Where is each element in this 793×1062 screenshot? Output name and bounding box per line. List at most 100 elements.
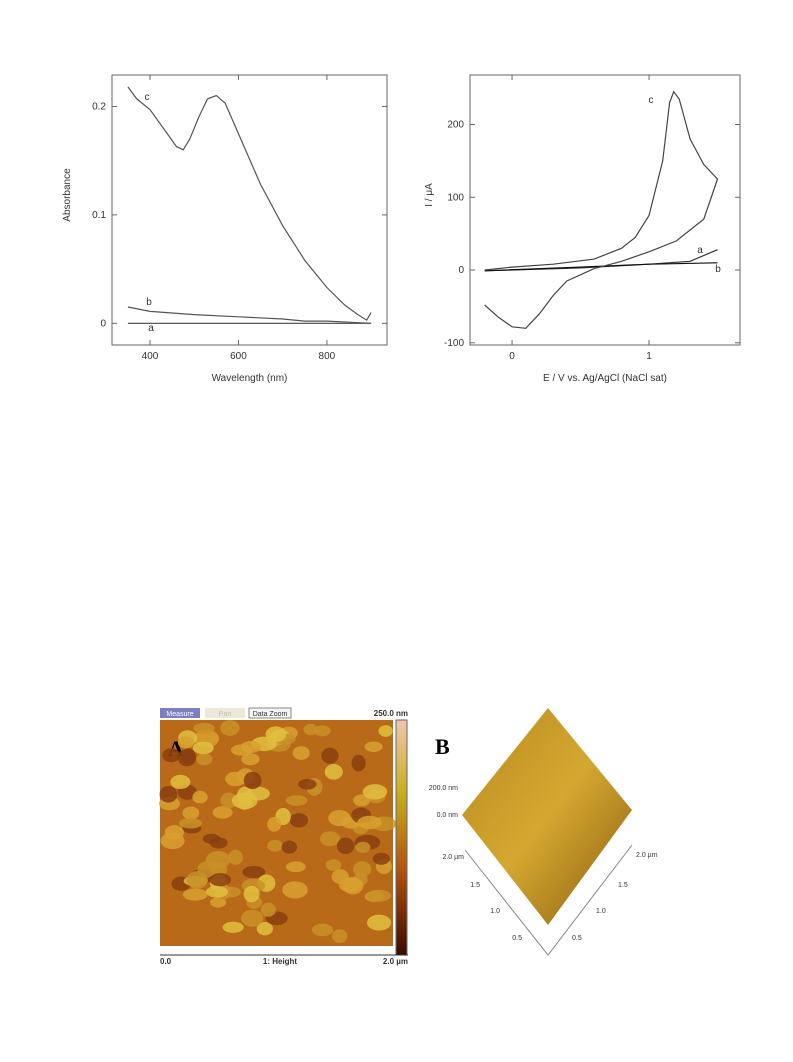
axis-label: 2.0 µm <box>636 852 658 859</box>
afm-grain <box>364 741 383 753</box>
afm-panel-a: Measure Pan Data Zoom 250.0 nm A 0.0 1: … <box>159 707 408 966</box>
x-tick-label: 1 <box>646 351 652 362</box>
afm-surface <box>462 708 632 925</box>
afm-grain <box>355 841 371 854</box>
afm-grain <box>292 746 310 760</box>
data-line <box>484 249 718 272</box>
afm-grain <box>267 839 283 852</box>
y-axis-label: I / μA <box>424 183 435 207</box>
afm-grain <box>246 786 270 801</box>
afm-grain <box>331 929 348 944</box>
toolbar-button[interactable] <box>248 707 292 719</box>
afm-grain <box>260 902 277 917</box>
data-line <box>127 86 372 321</box>
afm-grain <box>282 881 308 899</box>
scale-label: 250.0 nm <box>374 709 408 718</box>
axis-label: 2.0 µm <box>442 854 464 861</box>
data-line <box>484 90 719 329</box>
afm-grain <box>313 725 331 737</box>
plot-frame <box>469 74 741 346</box>
axis-label: 1.5 <box>618 882 628 889</box>
afm-grain <box>298 778 317 790</box>
afm-grain <box>325 859 342 871</box>
y-tick-label: 0 <box>100 318 106 329</box>
afm-grain <box>336 837 355 855</box>
afm-grain <box>164 825 184 840</box>
afm-grain <box>202 833 221 844</box>
y-tick-label: 100 <box>447 192 464 203</box>
afm-grain <box>182 806 200 820</box>
toolbar-button[interactable] <box>205 708 245 718</box>
afm-grain <box>177 736 195 749</box>
afm-grain <box>205 886 229 898</box>
afm-grain <box>285 795 308 806</box>
afm-grain <box>311 923 334 937</box>
afm-grain <box>362 784 388 800</box>
afm-grain <box>243 771 262 790</box>
toolbar-button[interactable] <box>160 708 200 718</box>
series-label: b <box>146 297 152 308</box>
afm-grain <box>321 747 339 764</box>
afm-grain <box>378 725 393 737</box>
x-axis-label: Wavelength (nm) <box>212 373 288 384</box>
panel-label: B <box>435 734 450 759</box>
y-tick-label: 0.1 <box>92 210 106 221</box>
afm-grain <box>328 809 351 827</box>
afm-grain <box>366 914 392 931</box>
afm-grain <box>222 921 244 933</box>
axis-label: 1.0 <box>490 908 500 915</box>
afm-grain <box>353 861 372 878</box>
afm-grain <box>220 792 238 809</box>
channel-label: 1: Height <box>263 957 298 966</box>
afm-grain <box>372 852 390 865</box>
afm-grain <box>182 888 208 901</box>
afm-grain <box>303 723 318 736</box>
afm-grain <box>197 861 216 878</box>
axis-label: 1.0 <box>596 908 606 915</box>
afm-grain <box>241 909 264 927</box>
afm-grain <box>228 849 243 865</box>
y-tick-label: 0 <box>458 265 464 276</box>
afm-grain <box>210 897 227 908</box>
afm-grain <box>196 753 213 766</box>
data-line <box>484 262 718 272</box>
z-label: 200.0 nm <box>429 785 458 792</box>
afm-grain <box>351 754 366 772</box>
afm-grain <box>230 744 254 756</box>
toolbar-label: Data Zoom <box>253 711 288 718</box>
afm-grain <box>243 885 260 903</box>
afm-grain <box>357 815 382 830</box>
afm-grain <box>256 922 273 936</box>
afm-grain <box>209 873 232 887</box>
x-tick-label: 800 <box>319 351 336 362</box>
afm-panel-b: B 200.0 nm 0.0 nm 2.0 µm 1.5 1.0 0.5 2.0… <box>429 708 658 956</box>
afm-grain <box>324 764 343 780</box>
toolbar-label: Measure <box>166 711 193 718</box>
series-label: c <box>649 95 654 106</box>
toolbar-label: Pan <box>219 711 232 718</box>
x-axis-label: E / V vs. Ag/AgCl (NaCl sat) <box>543 373 667 384</box>
axis-label: 0.5 <box>512 935 522 942</box>
afm-grain <box>366 889 392 902</box>
x-tick-label: 600 <box>230 351 247 362</box>
afm-grain <box>170 774 191 790</box>
afm-grain <box>212 806 233 819</box>
afm-grain <box>162 748 181 763</box>
series-label: a <box>697 245 703 256</box>
afm-grain <box>220 720 240 736</box>
series-label: c <box>145 92 150 103</box>
y-tick-label: 0.2 <box>92 101 106 112</box>
series-label: a <box>148 323 154 334</box>
afm-grain <box>192 741 214 755</box>
afm-grain <box>178 817 203 829</box>
afm-grain <box>242 865 266 879</box>
y-axis-label: Absorbance <box>62 168 73 222</box>
x-tick-label: 0 <box>509 351 515 362</box>
afm-grain <box>225 771 246 787</box>
y-tick-label: -100 <box>444 338 464 349</box>
axis-line <box>464 844 633 956</box>
data-line <box>127 306 372 324</box>
afm-grain <box>181 748 196 765</box>
plot-frame <box>111 74 388 346</box>
